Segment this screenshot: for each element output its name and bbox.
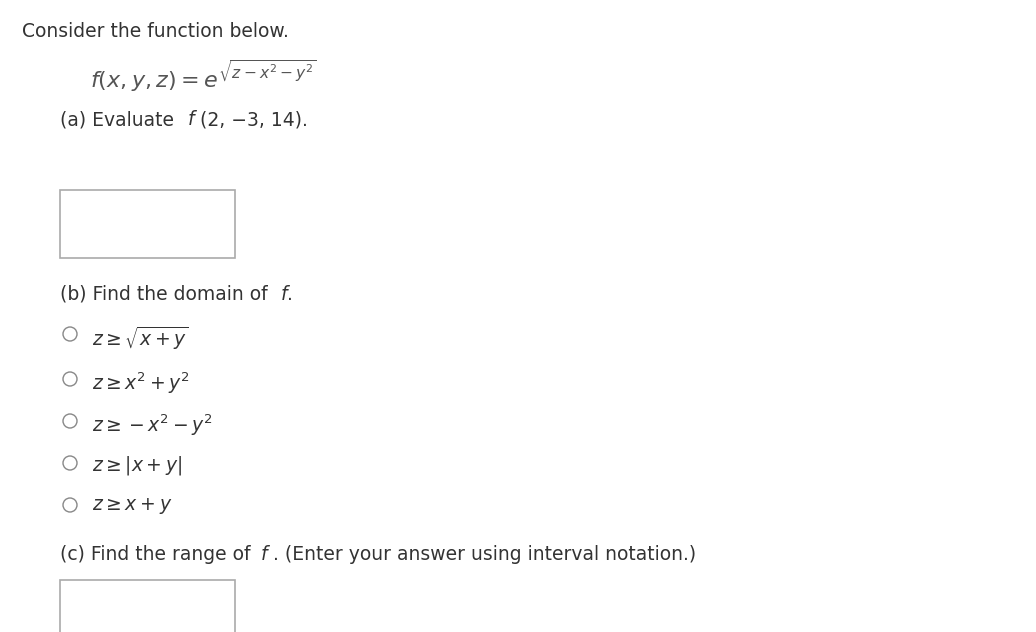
Text: $z \geq \sqrt{x + y}$: $z \geq \sqrt{x + y}$	[92, 325, 189, 352]
Text: (b) Find the domain of: (b) Find the domain of	[60, 285, 274, 304]
Text: (2, −3, 14).: (2, −3, 14).	[200, 110, 308, 129]
Text: (a) Evaluate: (a) Evaluate	[60, 110, 174, 129]
Text: $z \geq x^2 + y^2$: $z \geq x^2 + y^2$	[92, 370, 190, 396]
Text: $f$: $f$	[260, 545, 271, 564]
Text: Consider the function below.: Consider the function below.	[22, 22, 289, 41]
Bar	[60, 580, 235, 632]
Bar	[60, 190, 235, 258]
Text: $z \geq -x^2 - y^2$: $z \geq -x^2 - y^2$	[92, 412, 213, 437]
Text: (c) Find the range of: (c) Find the range of	[60, 545, 257, 564]
Text: . (Enter your answer using interval notation.): . (Enter your answer using interval nota…	[274, 545, 696, 564]
Text: $f$: $f$	[188, 110, 198, 129]
Text: $f.$: $f.$	[280, 285, 292, 304]
Text: $z \geq |x + y|$: $z \geq |x + y|$	[92, 454, 182, 477]
Text: $f(x, y, z) = e^{\sqrt{z-x^2-y^2}}$: $f(x, y, z) = e^{\sqrt{z-x^2-y^2}}$	[90, 58, 317, 94]
Text: $z \geq x + y$: $z \geq x + y$	[92, 496, 172, 516]
